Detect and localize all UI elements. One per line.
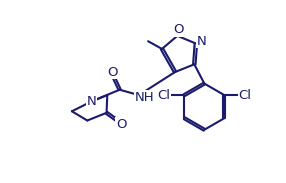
Text: Cl: Cl <box>157 89 170 102</box>
Text: O: O <box>116 118 126 131</box>
Text: O: O <box>174 23 184 36</box>
Text: O: O <box>108 66 118 79</box>
Text: Cl: Cl <box>239 89 252 102</box>
Text: N: N <box>196 35 206 48</box>
Text: N: N <box>87 95 97 108</box>
Text: NH: NH <box>134 91 154 104</box>
